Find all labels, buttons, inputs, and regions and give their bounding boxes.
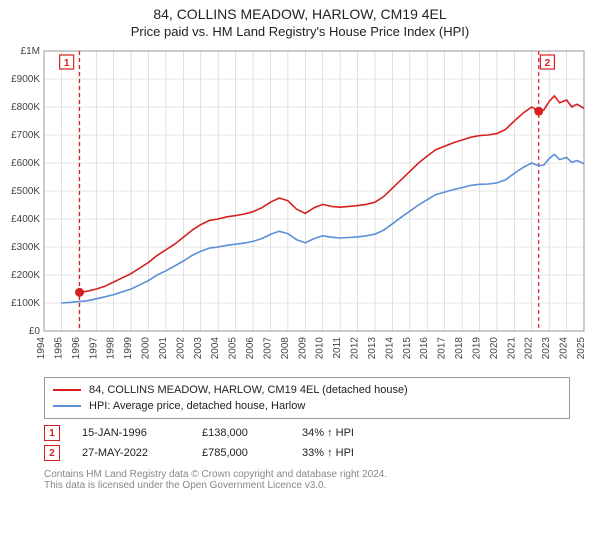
svg-text:2015: 2015 bbox=[402, 337, 413, 360]
svg-text:1997: 1997 bbox=[88, 337, 99, 360]
svg-text:2004: 2004 bbox=[210, 337, 221, 360]
svg-text:£600K: £600K bbox=[11, 158, 40, 169]
svg-text:2006: 2006 bbox=[245, 337, 256, 360]
svg-text:2013: 2013 bbox=[367, 337, 378, 360]
svg-text:1998: 1998 bbox=[106, 337, 117, 360]
svg-text:2003: 2003 bbox=[193, 337, 204, 360]
svg-text:£1M: £1M bbox=[21, 46, 40, 57]
datapoint-marker-1: 1 bbox=[44, 425, 60, 441]
svg-text:2021: 2021 bbox=[506, 337, 517, 360]
svg-text:2024: 2024 bbox=[559, 337, 570, 360]
datapoint-row-1: 1 15-JAN-1996 £138,000 34% ↑ HPI bbox=[44, 423, 570, 443]
svg-text:2012: 2012 bbox=[350, 337, 361, 360]
svg-text:£800K: £800K bbox=[11, 102, 40, 113]
legend-row-hpi: HPI: Average price, detached house, Harl… bbox=[53, 398, 561, 414]
svg-text:2016: 2016 bbox=[419, 337, 430, 360]
note-licence: This data is licensed under the Open Gov… bbox=[44, 480, 570, 491]
datapoint-marker-2: 2 bbox=[44, 445, 60, 461]
svg-text:1999: 1999 bbox=[123, 337, 134, 360]
svg-text:2017: 2017 bbox=[437, 337, 448, 360]
svg-text:£500K: £500K bbox=[11, 186, 40, 197]
svg-text:£200K: £200K bbox=[11, 270, 40, 281]
note-copyright: Contains HM Land Registry data © Crown c… bbox=[44, 469, 570, 480]
svg-text:2022: 2022 bbox=[524, 337, 535, 360]
chart-container: 84, COLLINS MEADOW, HARLOW, CM19 4EL Pri… bbox=[0, 0, 600, 491]
footer-notes: Contains HM Land Registry data © Crown c… bbox=[44, 469, 570, 491]
datapoint-table: 1 15-JAN-1996 £138,000 34% ↑ HPI 2 27-MA… bbox=[44, 423, 570, 463]
datapoint-price-2: £785,000 bbox=[202, 447, 302, 459]
svg-text:2010: 2010 bbox=[315, 337, 326, 360]
svg-text:£0: £0 bbox=[29, 326, 41, 337]
titles: 84, COLLINS MEADOW, HARLOW, CM19 4EL Pri… bbox=[0, 0, 600, 41]
svg-text:2000: 2000 bbox=[141, 337, 152, 360]
legend-label-property: 84, COLLINS MEADOW, HARLOW, CM19 4EL (de… bbox=[89, 384, 408, 396]
svg-text:2014: 2014 bbox=[384, 337, 395, 360]
datapoint-row-2: 2 27-MAY-2022 £785,000 33% ↑ HPI bbox=[44, 443, 570, 463]
svg-text:2011: 2011 bbox=[332, 337, 343, 359]
svg-text:£900K: £900K bbox=[11, 74, 40, 85]
svg-text:£100K: £100K bbox=[11, 298, 40, 309]
legend: 84, COLLINS MEADOW, HARLOW, CM19 4EL (de… bbox=[44, 377, 570, 419]
legend-label-hpi: HPI: Average price, detached house, Harl… bbox=[89, 400, 305, 412]
svg-text:£700K: £700K bbox=[11, 130, 40, 141]
svg-text:2002: 2002 bbox=[175, 337, 186, 360]
svg-text:2019: 2019 bbox=[471, 337, 482, 360]
legend-swatch-property bbox=[53, 389, 81, 391]
svg-text:2001: 2001 bbox=[158, 337, 169, 360]
svg-text:1: 1 bbox=[64, 58, 70, 69]
svg-text:2008: 2008 bbox=[280, 337, 291, 360]
datapoint-pct-1: 34% ↑ HPI bbox=[302, 427, 412, 439]
svg-text:2018: 2018 bbox=[454, 337, 465, 360]
svg-text:2005: 2005 bbox=[228, 337, 239, 360]
datapoint-date-1: 15-JAN-1996 bbox=[82, 427, 202, 439]
legend-row-property: 84, COLLINS MEADOW, HARLOW, CM19 4EL (de… bbox=[53, 382, 561, 398]
price-chart: £0 £100K £200K £300K £400K £500K £600K £700K £80… bbox=[0, 41, 600, 371]
datapoint-price-1: £138,000 bbox=[202, 427, 302, 439]
svg-text:£300K: £300K bbox=[11, 242, 40, 253]
title-sub: Price paid vs. HM Land Registry's House … bbox=[0, 24, 600, 39]
svg-text:£400K: £400K bbox=[11, 214, 40, 225]
svg-text:1996: 1996 bbox=[71, 337, 82, 360]
svg-text:2007: 2007 bbox=[262, 337, 273, 360]
datapoint-date-2: 27-MAY-2022 bbox=[82, 447, 202, 459]
svg-text:2009: 2009 bbox=[297, 337, 308, 360]
title-address: 84, COLLINS MEADOW, HARLOW, CM19 4EL bbox=[0, 6, 600, 22]
svg-text:1994: 1994 bbox=[36, 337, 47, 360]
svg-text:1995: 1995 bbox=[53, 337, 64, 360]
legend-swatch-hpi bbox=[53, 405, 81, 407]
datapoint-pct-2: 33% ↑ HPI bbox=[302, 447, 412, 459]
svg-text:2023: 2023 bbox=[541, 337, 552, 360]
svg-text:2: 2 bbox=[545, 58, 551, 69]
svg-text:2020: 2020 bbox=[489, 337, 500, 360]
svg-text:2025: 2025 bbox=[576, 337, 587, 360]
